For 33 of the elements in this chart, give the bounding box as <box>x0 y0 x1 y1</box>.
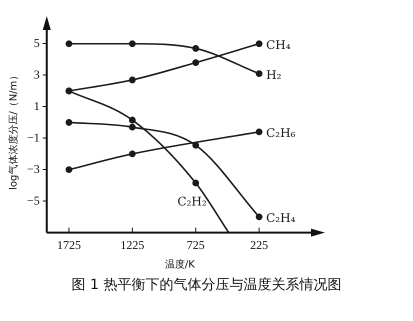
point <box>66 40 72 48</box>
y-tick-label: 1 <box>34 98 40 113</box>
point <box>128 116 136 124</box>
point <box>256 213 263 220</box>
y-tick-label: 3 <box>34 67 40 82</box>
series-label: C₂H₄ <box>266 210 296 225</box>
caption: 图 1 热平衡下的气体分压与温度关系情况图 <box>70 276 342 294</box>
series-label: C₂H₆ <box>266 126 296 140</box>
y-tick-label: −5 <box>26 193 40 208</box>
y-axis-title: log气体浓度分压/（N/m） <box>8 70 20 190</box>
series-label: C₂H₂ <box>177 194 207 209</box>
point <box>192 59 200 66</box>
point <box>256 128 263 136</box>
y-tick-label: 5 <box>34 36 40 50</box>
point <box>66 166 72 174</box>
point <box>256 70 263 78</box>
x-axis-title: 温度/K <box>164 258 196 271</box>
point <box>128 76 136 84</box>
point <box>128 40 136 48</box>
y-tick-label: −1 <box>26 130 40 144</box>
point <box>192 180 200 186</box>
point <box>128 150 136 158</box>
x-tick-label: 225 <box>250 238 268 252</box>
series-label: CH₄ <box>266 38 291 52</box>
series-label: H₂ <box>266 68 282 82</box>
y-tick-label: −3 <box>26 162 40 176</box>
point <box>66 119 72 126</box>
point <box>256 40 263 48</box>
point <box>128 124 136 131</box>
x-tick-label: 1725 <box>56 238 81 252</box>
point <box>192 45 200 52</box>
x-tick-label: 725 <box>186 238 205 252</box>
x-tick-label: 1225 <box>120 238 144 252</box>
